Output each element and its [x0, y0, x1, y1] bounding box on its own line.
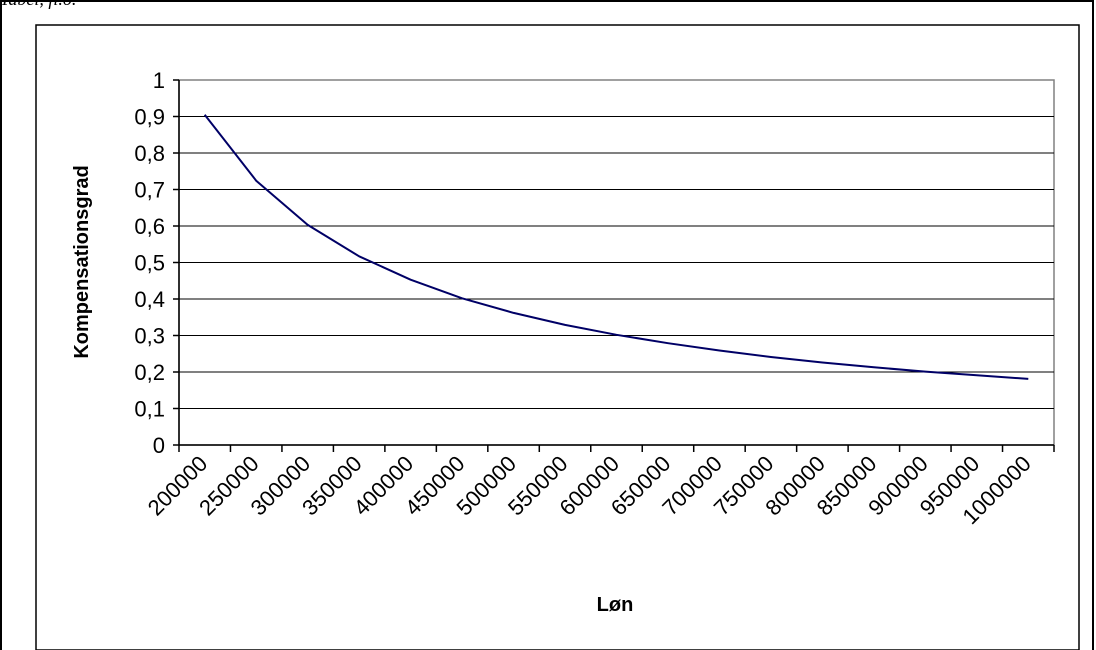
- y-axis-title: Kompensationsgrad: [71, 165, 93, 358]
- y-tick-label: 0,2: [134, 360, 165, 385]
- y-tick-label: 0: [153, 433, 165, 458]
- y-tick-label: 0,3: [134, 324, 165, 349]
- y-tick-label: 0,5: [134, 251, 165, 276]
- y-tick-label: 0,1: [134, 397, 165, 422]
- y-tick-label: 0,4: [134, 287, 165, 312]
- top-caption: Tabel, fl.o.: [0, 0, 76, 10]
- grid-lines: [179, 116, 1054, 409]
- y-tick-label: 0,6: [134, 214, 165, 239]
- series-group: [203, 114, 1029, 380]
- y-tick-label: 0,7: [134, 178, 165, 203]
- y-tick-label: 1: [153, 68, 165, 93]
- x-axis-title: Løn: [597, 594, 634, 616]
- y-tick-label: 0,9: [134, 105, 165, 130]
- y-axis: 0 0,1 0,2 0,3 0,4 0,5 0,6 0,7 0,8 0,9 1: [134, 68, 180, 458]
- y-tick-label: 0,8: [134, 141, 165, 166]
- series-line: [203, 114, 1029, 380]
